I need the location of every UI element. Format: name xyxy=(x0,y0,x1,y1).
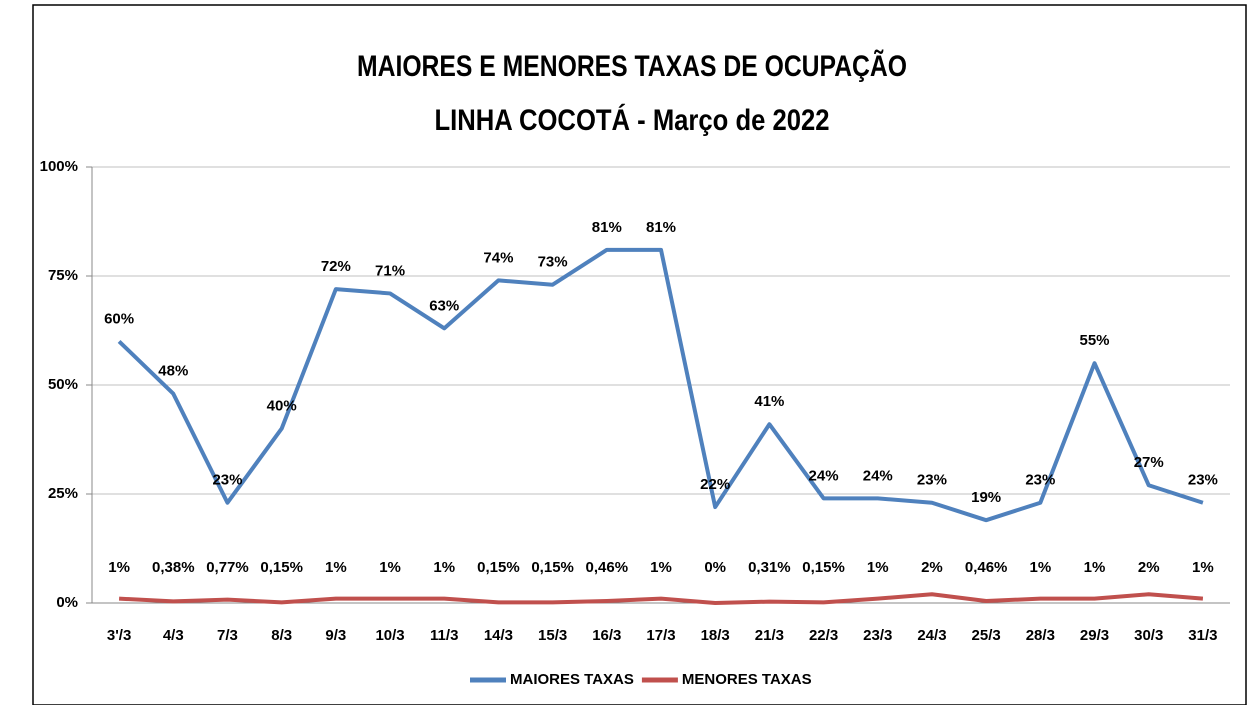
data-label: 55% xyxy=(1080,332,1110,349)
x-tick-label: 14/3 xyxy=(484,627,513,644)
data-label: 81% xyxy=(592,219,622,236)
x-tick-label: 21/3 xyxy=(755,627,784,644)
data-label: 0,46% xyxy=(586,559,629,576)
x-tick-label: 18/3 xyxy=(701,627,730,644)
x-tick-label: 3'/3 xyxy=(107,627,131,644)
data-label: 0,15% xyxy=(531,559,574,576)
data-label: 1% xyxy=(108,559,130,576)
data-label: 63% xyxy=(429,297,459,314)
x-tick-label: 30/3 xyxy=(1134,627,1163,644)
data-label: 24% xyxy=(809,467,839,484)
data-label: 60% xyxy=(104,310,134,327)
data-label: 0,38% xyxy=(152,559,195,576)
data-label: 1% xyxy=(325,559,347,576)
data-label: 19% xyxy=(971,489,1001,506)
data-label: 0,77% xyxy=(206,559,249,576)
x-tick-label: 29/3 xyxy=(1080,627,1109,644)
chart-title: LINHA COCOTÁ - Março de 2022 xyxy=(435,103,830,137)
data-label: 0,46% xyxy=(965,559,1008,576)
x-tick-label: 24/3 xyxy=(917,627,946,644)
x-tick-label: 15/3 xyxy=(538,627,567,644)
data-label: 23% xyxy=(212,472,242,489)
series-line xyxy=(118,592,1204,605)
x-tick-label: 16/3 xyxy=(592,627,621,644)
x-tick-label: 7/3 xyxy=(217,627,238,644)
data-label: 72% xyxy=(321,258,351,275)
data-label: 81% xyxy=(646,219,676,236)
x-tick-label: 25/3 xyxy=(972,627,1001,644)
data-label: 0,31% xyxy=(748,559,791,576)
x-tick-label: 4/3 xyxy=(163,627,184,644)
legend-label: MAIORES TAXAS xyxy=(510,671,634,688)
y-tick-label: 50% xyxy=(48,376,78,393)
data-label: 2% xyxy=(1138,559,1160,576)
chart-frame xyxy=(32,4,1247,705)
x-tick-label: 11/3 xyxy=(430,627,458,644)
data-label: 73% xyxy=(538,254,568,271)
data-label: 23% xyxy=(1025,472,1055,489)
data-label: 1% xyxy=(650,559,672,576)
x-tick-label: 28/3 xyxy=(1026,627,1055,644)
data-label: 1% xyxy=(1192,559,1214,576)
x-tick-label: 8/3 xyxy=(271,627,292,644)
data-label: 0% xyxy=(704,559,726,576)
data-label: 74% xyxy=(483,249,513,266)
data-label: 41% xyxy=(754,393,784,410)
data-label: 40% xyxy=(267,398,297,415)
data-label: 0,15% xyxy=(477,559,520,576)
data-label: 1% xyxy=(867,559,889,576)
y-tick-label: 25% xyxy=(48,485,78,502)
data-label: 24% xyxy=(863,467,893,484)
data-label: 1% xyxy=(1084,559,1106,576)
data-label: 1% xyxy=(433,559,455,576)
data-label: 1% xyxy=(1029,559,1051,576)
x-tick-label: 10/3 xyxy=(375,627,404,644)
legend-label: MENORES TAXAS xyxy=(682,671,812,688)
x-tick-label: 31/3 xyxy=(1188,627,1217,644)
data-label: 1% xyxy=(379,559,401,576)
chart-title: MAIORES E MENORES TAXAS DE OCUPAÇÃO xyxy=(357,49,907,83)
data-label: 0,15% xyxy=(260,559,303,576)
data-label: 0,15% xyxy=(802,559,845,576)
x-tick-label: 9/3 xyxy=(325,627,346,644)
data-label: 71% xyxy=(375,262,405,279)
y-tick-label: 0% xyxy=(56,594,78,611)
data-label: 48% xyxy=(158,363,188,380)
y-tick-label: 75% xyxy=(48,267,78,284)
data-label: 22% xyxy=(700,476,730,493)
data-label: 2% xyxy=(921,559,943,576)
x-tick-label: 23/3 xyxy=(863,627,892,644)
x-tick-label: 17/3 xyxy=(646,627,675,644)
y-tick-label: 100% xyxy=(40,158,78,175)
data-label: 23% xyxy=(1188,472,1218,489)
data-label: 27% xyxy=(1134,454,1164,471)
x-tick-label: 22/3 xyxy=(809,627,838,644)
series-line xyxy=(117,247,1204,523)
data-label: 23% xyxy=(917,472,947,489)
